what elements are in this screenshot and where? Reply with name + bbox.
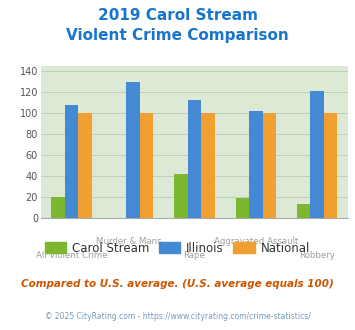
Text: Violent Crime Comparison: Violent Crime Comparison [66, 28, 289, 43]
Bar [126, 82, 140, 218]
Text: Compared to U.S. average. (U.S. average equals 100): Compared to U.S. average. (U.S. average … [21, 279, 334, 289]
Text: Robbery: Robbery [299, 251, 335, 260]
Bar [297, 204, 310, 218]
Legend: Carol Stream, Illinois, National: Carol Stream, Illinois, National [40, 237, 315, 259]
Text: Murder & Mans...: Murder & Mans... [96, 237, 170, 246]
Bar [140, 113, 153, 218]
Bar [51, 197, 65, 218]
Text: Aggravated Assault: Aggravated Assault [214, 237, 298, 246]
Bar [324, 113, 338, 218]
Text: All Violent Crime: All Violent Crime [36, 251, 107, 260]
Text: Rape: Rape [184, 251, 205, 260]
Bar [174, 174, 187, 218]
Bar [201, 113, 215, 218]
Bar [65, 105, 78, 218]
Bar [263, 113, 276, 218]
Bar [235, 198, 249, 218]
Bar [78, 113, 92, 218]
Bar [249, 111, 263, 218]
Bar [310, 91, 324, 218]
Text: 2019 Carol Stream: 2019 Carol Stream [98, 8, 257, 23]
Text: © 2025 CityRating.com - https://www.cityrating.com/crime-statistics/: © 2025 CityRating.com - https://www.city… [45, 312, 310, 321]
Bar [187, 100, 201, 218]
